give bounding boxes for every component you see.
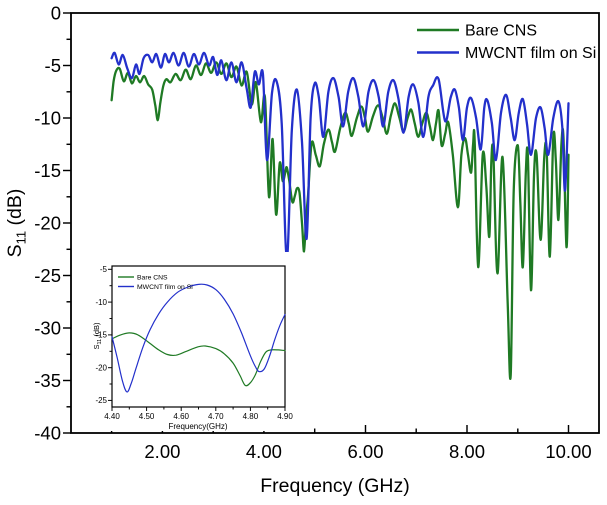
y-tick-label: -10 — [34, 107, 61, 128]
y-axis-label: S11 (dB) — [4, 189, 29, 258]
legend-label: MWCNT film on Si — [465, 45, 596, 62]
inset-chart: 4.40 4.50 4.60 4.70 4.80 4.90 -5 -10 -15 -20 -25 Fr… — [86, 252, 293, 431]
x-axis-label: Frequency (GHz) — [260, 475, 410, 497]
series-mwcnt-film-on-si — [111, 283, 286, 393]
x-tick-label: 10.00 — [545, 441, 591, 462]
main-axis-frame — [70, 12, 600, 434]
x-tick-label: 2.00 — [144, 441, 180, 462]
x-tick-label: 8.00 — [449, 441, 485, 462]
y-tick-label: -10 — [95, 298, 107, 307]
y-axis-label: S11 (dB) — [92, 322, 103, 349]
legend-label: Bare CNS — [137, 274, 168, 281]
main-legend: Bare CNS MWCNT film on Si — [417, 22, 596, 62]
x-tick-label: 6.00 — [347, 441, 383, 462]
x-tick-label: 4.40 — [104, 412, 120, 421]
series-bare-cns — [110, 61, 570, 380]
inset-legend: Bare CNS MWCNT film on Si — [118, 274, 193, 291]
y-tick-label: -20 — [34, 212, 61, 233]
x-tick-label: 4.00 — [246, 441, 282, 462]
y-tick-label: -15 — [95, 331, 107, 340]
y-tick-label: -25 — [95, 396, 107, 405]
y-tick-label: -35 — [34, 370, 61, 391]
y-tick-label: -40 — [34, 422, 61, 443]
x-tick-label: 4.50 — [139, 412, 155, 421]
y-tick-label: -20 — [95, 363, 107, 372]
x-tick-label: 4.70 — [208, 412, 224, 421]
x-tick-label: 4.80 — [243, 412, 259, 421]
x-tick-label: 4.60 — [173, 412, 189, 421]
main-chart: 2.00 4.00 6.00 8.00 10.00 0 -5 -10 -15 -20 -25 -30 -… — [4, 2, 600, 497]
y-tick-label: -15 — [34, 160, 61, 181]
inset-background — [86, 252, 289, 431]
y-tick-label: -5 — [45, 55, 61, 76]
x-axis-label: Frequency(GHz) — [168, 422, 227, 431]
y-tick-label: -25 — [34, 265, 61, 286]
legend-label: Bare CNS — [465, 22, 537, 39]
legend-label: MWCNT film on Si — [137, 284, 193, 291]
y-tick-label: -30 — [34, 317, 61, 338]
y-tick-label: 0 — [51, 2, 61, 23]
x-tick-label: 4.90 — [277, 412, 293, 421]
series-mwcnt-film-on-si — [110, 51, 570, 260]
y-tick-label: -5 — [100, 265, 108, 274]
